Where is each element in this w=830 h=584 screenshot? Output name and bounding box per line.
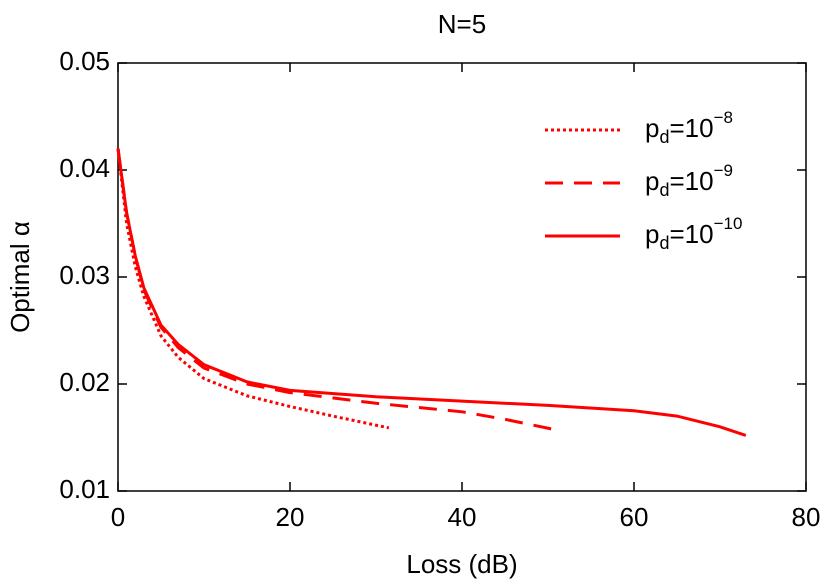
y-tick-label: 0.02 <box>59 367 110 397</box>
chart-title: N=5 <box>438 9 486 39</box>
x-tick-label: 0 <box>111 502 125 532</box>
x-tick-label: 40 <box>448 502 477 532</box>
legend-label: pd=10−10 <box>645 214 742 252</box>
legend-label: pd=10−9 <box>645 161 733 199</box>
data-line <box>116 148 747 437</box>
legend-label: pd=10−8 <box>645 108 733 146</box>
x-tick-label: 60 <box>620 502 649 532</box>
y-tick-label: 0.01 <box>59 474 110 504</box>
data-line <box>116 148 390 430</box>
x-tick-label: 80 <box>792 502 821 532</box>
x-tick-label: 20 <box>276 502 305 532</box>
x-axis-label: Loss (dB) <box>406 549 517 579</box>
y-axis-label: Optimal α <box>5 221 35 333</box>
y-tick-label: 0.03 <box>59 260 110 290</box>
y-tick-label: 0.04 <box>59 153 110 183</box>
y-tick-label: 0.05 <box>59 46 110 76</box>
data-line <box>116 148 557 432</box>
